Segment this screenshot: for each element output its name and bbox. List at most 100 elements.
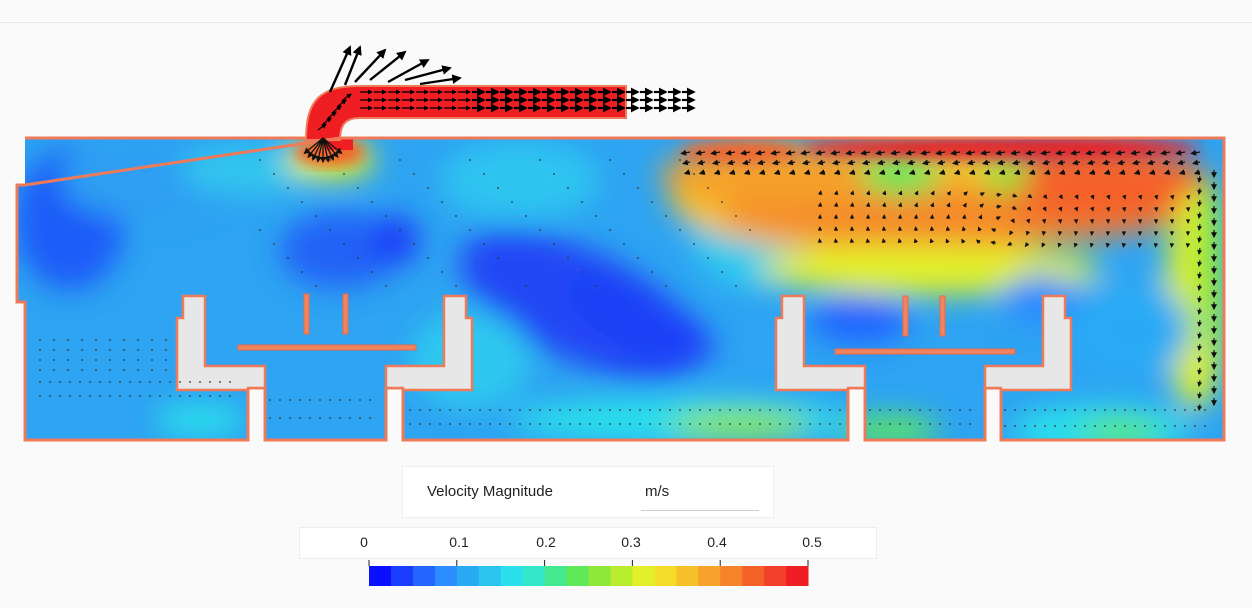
vector-point [1134, 425, 1136, 427]
vector-point [339, 399, 341, 401]
vector-point [301, 271, 303, 273]
vector-point [1174, 425, 1176, 427]
vector-point [99, 395, 101, 397]
vector-point [809, 423, 811, 425]
vector-point [519, 423, 521, 425]
vector-arrow [1156, 207, 1157, 211]
vector-point [1124, 425, 1126, 427]
vector-point [497, 187, 499, 189]
vector-point [759, 409, 761, 411]
vector-point [649, 409, 651, 411]
jet-arrow [420, 78, 460, 84]
vector-point [579, 423, 581, 425]
vector-point [651, 201, 653, 203]
vector-arrow [947, 227, 948, 231]
vector-point [869, 423, 871, 425]
vector-point [137, 349, 139, 351]
colorbar-cell [545, 566, 567, 586]
vector-arrow [1140, 207, 1141, 211]
colorbar-cell [413, 566, 435, 586]
vector-point [553, 173, 555, 175]
vector-point [199, 395, 201, 397]
vector-point [1054, 425, 1056, 427]
vector-point [67, 359, 69, 361]
colorbar-cell [501, 566, 523, 586]
vector-point [1184, 409, 1186, 411]
vector-point [719, 409, 721, 411]
vector-point [409, 423, 411, 425]
vector-point [869, 409, 871, 411]
vector-point [581, 201, 583, 203]
vector-point [199, 381, 201, 383]
tick-label: 0.5 [802, 534, 821, 550]
vector-point [539, 423, 541, 425]
vector-point [189, 381, 191, 383]
vector-point [39, 349, 41, 351]
vector-point [229, 381, 231, 383]
vector-point [609, 159, 611, 161]
vector-point [89, 395, 91, 397]
colorbar-cell [742, 566, 764, 586]
vector-point [669, 409, 671, 411]
vector-point [81, 339, 83, 341]
vector-point [343, 243, 345, 245]
vector-point [679, 159, 681, 161]
vector-point [1114, 425, 1116, 427]
vector-point [455, 285, 457, 287]
vector-arrow [996, 194, 1001, 195]
vector-point [639, 423, 641, 425]
vector-point [1084, 425, 1086, 427]
colorbar-cell [369, 566, 391, 586]
vector-point [287, 187, 289, 189]
vector-point [709, 423, 711, 425]
vector-point [123, 359, 125, 361]
vector-point [699, 423, 701, 425]
vector-point [609, 423, 611, 425]
vector-point [159, 395, 161, 397]
colorbar-cell [720, 566, 742, 586]
vector-point [889, 423, 891, 425]
vector-point [273, 173, 275, 175]
vector-point [315, 215, 317, 217]
vector-point [273, 243, 275, 245]
vector-point [179, 395, 181, 397]
vector-point [109, 381, 111, 383]
vector-point [119, 381, 121, 383]
tick-label: 0.4 [707, 534, 726, 550]
vector-point [469, 229, 471, 231]
vector-point [665, 285, 667, 287]
vector-point [629, 409, 631, 411]
vector-point [329, 229, 331, 231]
vector-point [1014, 409, 1016, 411]
vector-point [595, 215, 597, 217]
vector-point [449, 409, 451, 411]
colorbar-cell [479, 566, 501, 586]
vector-point [709, 409, 711, 411]
vector-point [1074, 409, 1076, 411]
vector-point [707, 187, 709, 189]
vector-point [81, 359, 83, 361]
vector-point [789, 423, 791, 425]
vector-point [929, 423, 931, 425]
vector-point [279, 399, 281, 401]
vector-point [539, 159, 541, 161]
vector-point [39, 395, 41, 397]
colorbar-cell [589, 566, 611, 586]
vector-point [269, 399, 271, 401]
vector-point [779, 409, 781, 411]
vector-point [489, 423, 491, 425]
vector-point [735, 285, 737, 287]
vector-point [483, 173, 485, 175]
vector-point [95, 369, 97, 371]
vector-point [649, 423, 651, 425]
vector-point [567, 257, 569, 259]
vector-point [39, 359, 41, 361]
vector-point [599, 409, 601, 411]
vector-point [929, 409, 931, 411]
vector-point [209, 381, 211, 383]
colorbar-cell [567, 566, 589, 586]
vector-point [81, 369, 83, 371]
vector-point [1084, 409, 1086, 411]
vector-point [909, 409, 911, 411]
